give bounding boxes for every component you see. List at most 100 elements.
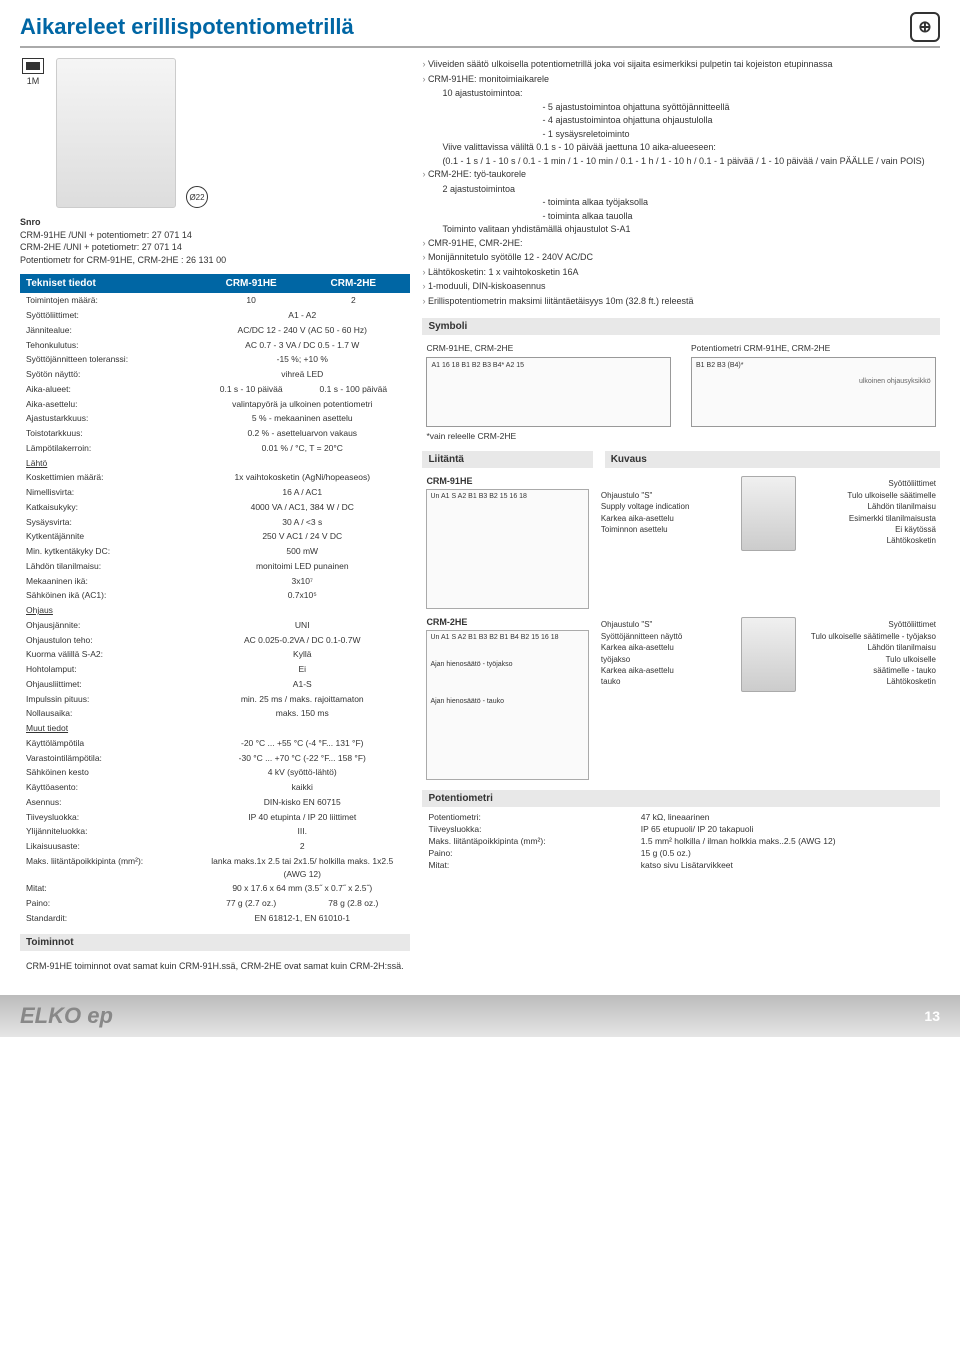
diagram-title: Potentiometri CRM-91HE, CRM-2HE [691,343,936,353]
pot-row: Mitat:katso sivu Lisätarvikkeet [422,859,940,871]
tech-row: Lähdön tilanilmaisu:monitoimi LED punain… [20,559,410,574]
tech-row: Paino:77 g (2.7 oz.)78 g (2.8 oz.) [20,896,410,911]
callout-left-91he: Ohjaustulo "S"Supply voltage indicationK… [601,491,733,537]
ext-label: ulkoinen ohjausyksikkö [859,378,931,385]
symbol-schematic-2: B1 B2 B3 (B4)* ulkoinen ohjausyksikkö [691,357,936,427]
tech-row: Tiiveysluokka:IP 40 etupinta / IP 20 lii… [20,810,410,825]
tech-row: Käyttöasento:kaikki [20,780,410,795]
tech-row: Toistotarkkuus:0.2 % - asetteluarvon vak… [20,426,410,441]
tech-row: Likaisuusaste:2 [20,839,410,854]
tech-row: Kuorma välillä S-A2:Kyllä [20,647,410,662]
liitanta-header: Liitäntä [422,451,592,468]
tech-row: Ajastustarkkuus:5 % - mekaaninen asettel… [20,411,410,426]
feature-item: Lähtökosketin: 1 x vaihtokosketin 16A [422,266,940,280]
tech-row: Tehonkulutus:AC 0.7 - 3 VA / DC 0.5 - 1.… [20,338,410,353]
kuvaus-header: Kuvaus [605,451,940,468]
wiring-title: CRM-2HE [426,617,588,627]
wiring-diagram-91he: Un A1 S A2 B1 B3 B2 15 16 18 [426,489,588,609]
tech-row: Standardit:EN 61812-1, EN 61010-1 [20,911,410,926]
tech-row: Muut tiedot [20,721,410,736]
tech-table-body: Toimintojen määrä:102Syöttöliittimet:A1 … [20,293,410,925]
callout-right-2he: SyöttöliittimetTulo ulkoiselle säätimell… [804,620,936,688]
potentiometri-header: Potentiometri [422,790,940,807]
tech-hdr-label: Tekniset tiedot [26,278,200,289]
tech-row: Nimellisvirta:16 A / AC1 [20,485,410,500]
tech-row: Aika-alueet:0.1 s - 10 päivää0.1 s - 100… [20,382,410,397]
tech-row: Asennus:DIN-kisko EN 60715 [20,795,410,810]
module-label: 1M [20,76,46,86]
feature-item: CMR-91HE, CMR-2HE: [422,237,940,251]
feature-item: 1-moduuli, DIN-kiskoasennus [422,280,940,294]
tech-row: Mekaaninen ikä:3x10⁷ [20,574,410,589]
symbol-schematic-1: A1 16 18 B1 B2 B3 B4* A2 15 [426,357,671,427]
tech-row: Hohtolamput:Ei [20,662,410,677]
tech-row: Impulssin pituus:min. 25 ms / maks. rajo… [20,692,410,707]
tech-col1: CRM-91HE [200,278,302,289]
feature-sub: - 1 sysäysreletoiminto [422,128,940,142]
feature-sub: 10 ajastustoimintoa: [442,88,522,98]
tech-table-header: Tekniset tiedot CRM-91HE CRM-2HE [20,274,410,293]
brand-logo: ⊕ [910,12,940,42]
tech-row: Ylijänniteluokka:III. [20,824,410,839]
footer-logo: ELKO ep [20,1003,113,1029]
tech-row: Ohjaustulon teho:AC 0.025-0.2VA / DC 0.1… [20,633,410,648]
tech-row: Käyttölämpötila-20 °C ... +55 °C (-4 °F.… [20,736,410,751]
tech-row: Toimintojen määrä:102 [20,293,410,308]
feature-sub: Viive valittavissa väliltä 0.1 s - 10 pä… [422,141,940,155]
callout-right-91he: SyöttöliittimetTulo ulkoiselle säätimell… [804,479,936,547]
diagram-title: CRM-91HE, CRM-2HE [426,343,671,353]
feature-sub: 2 ajastustoimintoa [442,184,515,194]
diagram-note: *vain releelle CRM-2HE [426,431,671,441]
features-list: Viiveiden säätö ulkoisella potentiometri… [422,58,940,308]
tech-row: Katkaisukyky:4000 VA / AC1, 384 W / DC [20,500,410,515]
pot-row: Tiiveysluokka:IP 65 etupuoli/ IP 20 taka… [422,823,940,835]
wiring-diagram-2he: Un A1 S A2 B1 B3 B2 B1 B4 B2 15 16 18 Aj… [426,630,588,780]
tech-row: Ohjausjännite:UNI [20,618,410,633]
tech-col2: CRM-2HE [302,278,404,289]
pin-labels: A1 16 18 B1 B2 B3 B4* A2 15 [431,362,524,369]
feature-sub: Toiminto valitaan yhdistämällä ohjaustul… [422,223,940,237]
feature-item: Viiveiden säätö ulkoisella potentiometri… [422,58,940,72]
tech-row: Syöttöliittimet:A1 - A2 [20,308,410,323]
pot-dimension-icon: Ø22 [186,186,208,208]
tech-row: Lähtö [20,456,410,471]
feature-item: Erillispotentiometrin maksimi liitäntäet… [422,295,940,309]
feature-sub: - 5 ajastustoimintoa ohjattuna syöttöjän… [422,101,940,115]
tech-row: Nollausaika:maks. 150 ms [20,706,410,721]
tech-row: Aika-asettelu:valintapyörä ja ulkoinen p… [20,397,410,412]
pot-row: Paino:15 g (0.5 oz.) [422,847,940,859]
feature-item: CRM-91HE: monitoimiaikarele [422,73,940,87]
tech-row: Min. kytkentäkyky DC:500 mW [20,544,410,559]
page-title: Aikareleet erillispotentiometrillä [20,14,354,40]
module-icon: 1M [20,58,46,208]
page-footer: ELKO ep 13 [0,995,960,1037]
feature-sub: - toiminta alkaa työjaksolla [422,196,940,210]
tech-row: Sähköinen ikä (AC1):0.7x10⁵ [20,588,410,603]
snro-label: Snro [20,216,410,229]
footer-page-number: 13 [924,1008,940,1024]
tech-row: Sähköinen kesto4 kV (syöttö-lähtö) [20,765,410,780]
feature-sub: (0.1 - 1 s / 1 - 10 s / 0.1 - 1 min / 1 … [422,155,940,169]
tech-row: Varastointilämpötila:-30 °C ... +70 °C (… [20,751,410,766]
feature-item: Monijännitetulo syötölle 12 - 240V AC/DC [422,251,940,265]
part-numbers: Snro CRM-91HE /UNI + potentiometr: 27 07… [20,216,410,266]
tech-row: Jännitealue:AC/DC 12 - 240 V (AC 50 - 60… [20,323,410,338]
tech-row: Koskettimien määrä:1x vaihtokosketin (Ag… [20,470,410,485]
feature-sub: - toiminta alkaa tauolla [422,210,940,224]
potentiometri-table: Potentiometri:47 kΩ, lineaarinenTiiveysl… [422,811,940,871]
snro-line: CRM-2HE /UNI + potetiometr: 27 071 14 [20,241,410,254]
tech-row: Ohjausliittimet:A1-S [20,677,410,692]
mini-product-image [741,617,796,692]
feature-sub: - 4 ajastustoimintoa ohjattuna ohjaustul… [422,114,940,128]
tech-row: Syöttöjännitteen toleranssi:-15 %; +10 % [20,352,410,367]
wiring-side-label: Ajan hienosäätö - työjakso [430,661,584,668]
tech-row: Ohjaus [20,603,410,618]
symboli-header: Symboli [422,318,940,335]
feature-item: CRM-2HE: työ-taukorele [422,168,940,182]
snro-line: CRM-91HE /UNI + potentiometr: 27 071 14 [20,229,410,242]
tech-row: Syötön näyttö:vihreä LED [20,367,410,382]
page-header: Aikareleet erillispotentiometrillä ⊕ [20,12,940,48]
pot-row: Maks. liitäntäpoikkipinta (mm²):1.5 mm² … [422,835,940,847]
pin-labels: B1 B2 B3 (B4)* [696,362,743,369]
tech-row: Kytkentäjännite250 V AC1 / 24 V DC [20,529,410,544]
